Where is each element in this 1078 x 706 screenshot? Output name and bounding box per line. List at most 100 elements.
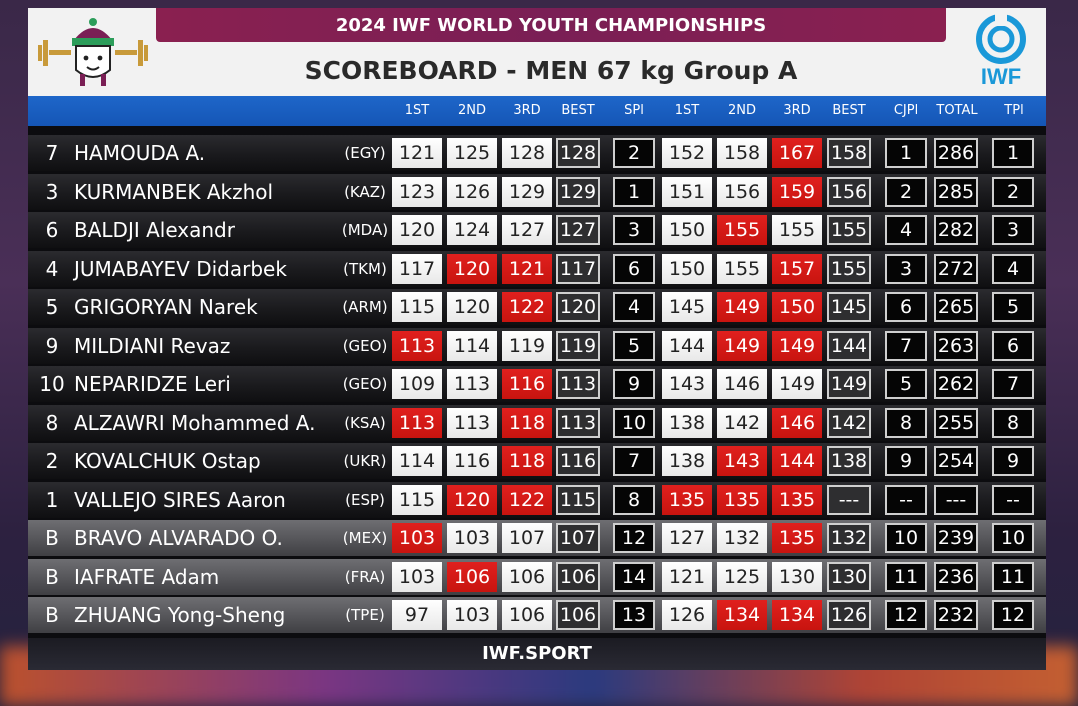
lot-number: B [45, 564, 59, 589]
table-row: 6 BALDJI Alexandr (MDA) 120 124 127 127 3 150 155… [28, 212, 1046, 248]
total: 239 [934, 523, 978, 553]
lot-number: B [45, 603, 59, 627]
table-row: 10 NEPARIDZE Leri (GEO) 109 113 116 113 9 143 146… [28, 366, 1046, 402]
total: 236 [934, 561, 978, 592]
lot-number: 6 [45, 218, 59, 242]
table-row: 1 VALLEJO SIRES Aaron (ESP) 115 120 122 115 8 13… [28, 481, 1046, 518]
header: 2024 IWF WORLD YOUTH CHAMPIONSHIPS SCORE… [28, 8, 1046, 96]
snatch-attempt: 120 [447, 292, 497, 322]
cj-best: 149 [827, 369, 871, 399]
snatch-attempt: 113 [447, 369, 497, 399]
lot-number: 5 [45, 295, 59, 319]
total-place: 12 [992, 600, 1034, 630]
total-place: 8 [992, 407, 1034, 438]
total-place: 1 [992, 138, 1034, 168]
snatch-attempt: 115 [392, 292, 442, 322]
iwf-rings-icon [976, 14, 1026, 64]
cj-attempt: 138 [662, 407, 712, 438]
table-row: 2 KOVALCHUK Ostap (UKR) 114 116 118 116 7 138 143… [28, 443, 1046, 479]
total-place: 3 [992, 215, 1034, 245]
nation-code: (FRA) [344, 567, 386, 586]
snatch-attempt: 107 [502, 523, 552, 553]
cj-best: 158 [827, 138, 871, 168]
snatch-best: 107 [556, 523, 600, 553]
lot-number: 10 [39, 372, 65, 396]
snatch-place: 14 [613, 561, 655, 592]
cj-place: 1 [885, 138, 927, 168]
snatch-place: 3 [613, 215, 655, 245]
nation-code: (KSA) [344, 413, 386, 432]
cj-attempt: 138 [662, 446, 712, 476]
snatch-attempt: 120 [447, 253, 497, 284]
column-header: 1ST [674, 103, 700, 118]
cj-attempt: 132 [717, 523, 767, 553]
cj-best: --- [827, 484, 871, 515]
cj-place: 12 [885, 600, 927, 630]
cj-attempt: 150 [662, 215, 712, 245]
total-place: 9 [992, 446, 1034, 476]
nation-code: (UKR) [343, 452, 387, 470]
snatch-place: 8 [613, 484, 655, 515]
snatch-attempt: 106 [502, 600, 552, 630]
cj-best: 145 [827, 292, 871, 322]
athlete-name: BRAVO ALVARADO O. [74, 526, 283, 550]
total: 263 [934, 330, 978, 361]
nation-code: (ESP) [345, 490, 385, 509]
nation-code: (EGY) [344, 144, 386, 162]
snatch-place: 5 [613, 330, 655, 361]
total-place: 6 [992, 330, 1034, 361]
snatch-attempt: 122 [502, 292, 552, 322]
cj-best: 155 [827, 253, 871, 284]
cj-attempt: 125 [717, 561, 767, 592]
total-place: 2 [992, 176, 1034, 207]
snatch-place: 12 [613, 523, 655, 553]
snatch-attempt: 114 [392, 446, 442, 476]
snatch-attempt: 120 [392, 215, 442, 245]
cj-attempt: 135 [772, 484, 822, 515]
nation-code: (TPE) [345, 606, 385, 624]
cj-best: 156 [827, 176, 871, 207]
snatch-place: 6 [613, 253, 655, 284]
cj-best: 138 [827, 446, 871, 476]
cj-attempt: 134 [772, 600, 822, 630]
snatch-attempt: 116 [447, 446, 497, 476]
cj-attempt: 121 [662, 561, 712, 592]
cj-attempt: 149 [717, 330, 767, 361]
column-header: TPl [1004, 103, 1024, 118]
snatch-attempt: 128 [502, 138, 552, 168]
total-place: 4 [992, 253, 1034, 284]
snatch-best: 113 [556, 369, 600, 399]
athlete-name: KOVALCHUK Ostap [74, 449, 261, 473]
snatch-best: 128 [556, 138, 600, 168]
cj-attempt: 157 [772, 253, 822, 284]
total: 272 [934, 253, 978, 284]
snatch-best: 117 [556, 253, 600, 284]
snatch-best: 119 [556, 330, 600, 361]
snatch-attempt: 113 [447, 407, 497, 438]
snatch-attempt: 118 [502, 407, 552, 438]
snatch-attempt: 121 [392, 138, 442, 168]
cj-attempt: 151 [662, 176, 712, 207]
scoreboard: 2024 IWF WORLD YOUTH CHAMPIONSHIPS SCORE… [28, 8, 1046, 670]
snatch-attempt: 122 [502, 484, 552, 515]
snatch-best: 106 [556, 600, 600, 630]
cj-best: 132 [827, 523, 871, 553]
snatch-attempt: 103 [447, 600, 497, 630]
cj-place: 9 [885, 446, 927, 476]
column-header: 3RD [783, 103, 811, 118]
total: 282 [934, 215, 978, 245]
snatch-attempt: 103 [447, 523, 497, 553]
total: --- [934, 484, 978, 515]
cj-attempt: 134 [717, 600, 767, 630]
snatch-best: 115 [556, 484, 600, 515]
lot-number: 2 [45, 449, 59, 473]
column-header: 1ST [404, 103, 430, 118]
snatch-best: 120 [556, 292, 600, 322]
page-title: SCOREBOARD - MEN 67 kg Group A [304, 55, 798, 85]
table-row: 7 HAMOUDA A. (EGY) 121 125 128 128 2 152 158 167 15… [28, 135, 1046, 171]
snatch-attempt: 119 [502, 330, 552, 361]
snatch-attempt: 126 [447, 176, 497, 207]
cj-attempt: 144 [772, 446, 822, 476]
cj-attempt: 149 [772, 369, 822, 399]
event-banner: 2024 IWF WORLD YOUTH CHAMPIONSHIPS [156, 8, 946, 42]
